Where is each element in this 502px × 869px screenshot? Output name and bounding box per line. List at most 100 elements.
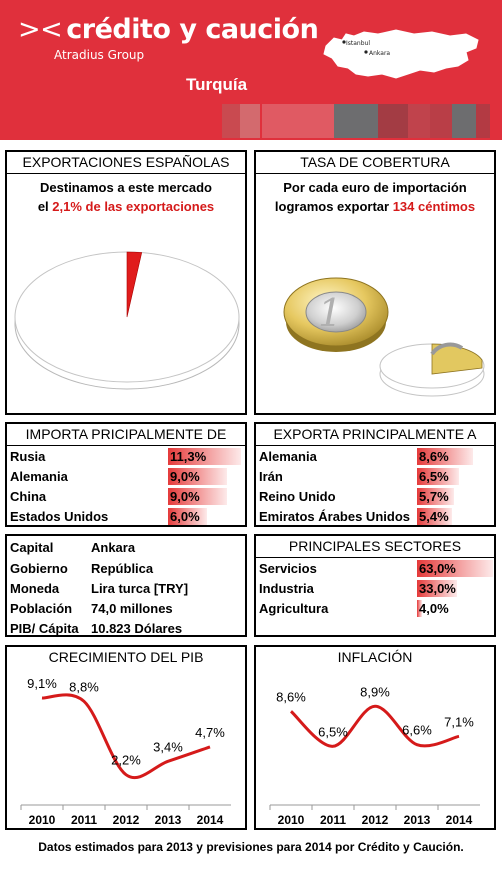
- exportaciones-line2: el 2,1% de las exportaciones: [7, 199, 245, 214]
- datos-label-gobierno: Gobierno: [10, 561, 68, 576]
- import-value: 9,0%: [170, 489, 200, 504]
- sector-value: 4,0%: [419, 601, 449, 616]
- inflacion-line-chart: 8,6% 2010 6,5% 2011 8,9% 2012 6,6% 2013 7,1% 2014: [269, 684, 480, 827]
- importa-row: Estados Unidos 6,0%: [7, 507, 245, 527]
- import-value: 11,3%: [170, 449, 207, 464]
- turkey-map: Istanbul Ankara: [323, 29, 479, 79]
- importa-row: Rusia 11,3%: [7, 447, 245, 467]
- data-label: 2,2%: [111, 753, 141, 768]
- data-label: 6,5%: [318, 724, 348, 739]
- x-tick-label: 2010: [29, 813, 56, 827]
- chart-title: CRECIMIENTO DEL PIB: [48, 649, 204, 665]
- export-share-slice: [126, 251, 143, 318]
- import-bar: [168, 448, 242, 465]
- pib-line-chart: 9,1% 2010 8,8% 2011 2,2% 2012 3,4% 2013 4,7% 2014: [20, 676, 231, 827]
- importa-row: China 9,0%: [7, 487, 245, 507]
- x-tick-label: 2012: [113, 813, 140, 827]
- import-bar: [168, 508, 207, 525]
- data-label: 8,9%: [360, 684, 390, 699]
- x-tick-label: 2011: [71, 813, 97, 827]
- country-label: Reino Unido: [259, 489, 336, 504]
- exportaciones-value: 2,1% de las exportaciones: [52, 199, 215, 214]
- country-title: Turquía: [186, 75, 248, 94]
- sector-row: Servicios 63,0%: [256, 559, 494, 579]
- country-label: Estados Unidos: [10, 509, 109, 524]
- data-label: 3,4%: [153, 739, 183, 754]
- panel-title: IMPORTA PRICIPALMENTE DE: [7, 424, 245, 446]
- country-label: Rusia: [10, 449, 46, 464]
- color-strip: [378, 104, 408, 138]
- export-value: 6,5%: [419, 469, 449, 484]
- exporta-row: Reino Unido 5,7%: [256, 487, 494, 507]
- country-label: Alemania: [259, 449, 317, 464]
- series-line: [289, 704, 460, 748]
- exportaciones-line1: Destinamos a este mercado: [40, 180, 212, 195]
- importa-row: Alemania 9,0%: [7, 467, 245, 487]
- ankara-dot: [364, 50, 368, 54]
- sector-bar: [417, 560, 493, 577]
- export-value: 8,6%: [419, 449, 449, 464]
- arrow-logo-icon: ><: [18, 14, 63, 45]
- data-label: 8,6%: [276, 689, 306, 704]
- import-value: 6,0%: [170, 509, 200, 524]
- export-value: 5,4%: [419, 509, 449, 524]
- sector-value: 33,0%: [419, 581, 456, 596]
- importa-panel: IMPORTA PRICIPALMENTE DE Rusia 11,3% Alem…: [5, 422, 247, 527]
- brand-group: Atradius Group: [54, 48, 145, 62]
- data-label: 7,1%: [444, 714, 474, 729]
- country-label: China: [10, 489, 47, 504]
- datos-value-gobierno: República: [91, 561, 154, 576]
- map-label-istanbul: Istanbul: [346, 40, 370, 47]
- sector-bar: [417, 580, 457, 597]
- x-tick-label: 2012: [362, 813, 389, 827]
- exporta-row: Alemania 8,6%: [256, 447, 494, 467]
- brand-logo: >< crédito y caución: [18, 14, 319, 45]
- panel-title: PRINCIPALES SECTORES: [256, 536, 494, 558]
- sector-label: Servicios: [259, 561, 317, 576]
- inflacion-chart-panel: INFLACIÓN 8,6% 2010 6,5% 2011 8,9% 2012 6,6% 20…: [254, 645, 496, 830]
- x-tick-label: 2010: [278, 813, 305, 827]
- cobertura-value: 134 céntimos: [392, 199, 476, 214]
- footer-note: Datos estimados para 2013 y previsiones …: [38, 840, 464, 854]
- panel-title: TASA DE COBERTURA: [256, 152, 494, 174]
- country-label: Emiratos Árabes Unidos: [259, 509, 410, 524]
- datos-panel: Capital Ankara Gobierno República Moneda…: [5, 534, 247, 637]
- pib-chart-panel: CRECIMIENTO DEL PIB 9,1% 2010 8,8% 2011 2,2%…: [5, 645, 247, 830]
- country-label: Alemania: [10, 469, 68, 484]
- sector-row: Agricultura 4,0%: [256, 599, 494, 619]
- header-banner: >< crédito y caución Atradius Group Turqu…: [0, 0, 502, 140]
- x-tick-label: 2013: [155, 813, 182, 827]
- x-tick-label: 2011: [320, 813, 346, 827]
- cobertura-prefix: logramos exportar: [274, 199, 393, 214]
- panel-title: EXPORTA PRINCIPALMENTE A: [256, 424, 494, 446]
- color-strip: [222, 104, 240, 138]
- sector-bar: [417, 600, 422, 617]
- export-bar: [417, 448, 473, 465]
- share-pie: [14, 251, 240, 390]
- sector-label: Agricultura: [259, 601, 329, 616]
- data-label: 9,1%: [27, 676, 57, 691]
- datos-label-pib: PIB/ Cápita: [10, 621, 79, 636]
- datos-label-capital: Capital: [10, 540, 54, 555]
- import-bar: [168, 488, 227, 505]
- exporta-row: Emiratos Árabes Unidos 5,4%: [256, 507, 494, 527]
- import-value: 9,0%: [170, 469, 200, 484]
- series-line: [41, 693, 211, 779]
- cobertura-line2: logramos exportar 134 céntimos: [256, 199, 494, 214]
- color-strip: [262, 104, 334, 138]
- exportaciones-panel: EXPORTACIONES ESPAÑOLAS Destinamos a est…: [5, 150, 247, 415]
- sector-value: 63,0%: [419, 561, 456, 576]
- coin-illustration: 1: [283, 277, 485, 397]
- color-strip: [334, 104, 378, 138]
- color-strip: [240, 104, 260, 138]
- export-value: 5,7%: [419, 489, 449, 504]
- sector-label: Industria: [259, 581, 314, 596]
- istanbul-dot: [342, 40, 346, 44]
- datos-value-pib: 10.823 Dólares: [91, 621, 183, 636]
- datos-label-moneda: Moneda: [10, 581, 60, 596]
- sector-row: Industria 33,0%: [256, 579, 494, 599]
- cobertura-panel: TASA DE COBERTURA Por cada euro de impor…: [254, 150, 496, 415]
- exportaciones-prefix: el: [37, 199, 53, 214]
- exporta-row: Irán 6,5%: [256, 467, 494, 487]
- cobertura-line1: Por cada euro de importación: [283, 180, 467, 195]
